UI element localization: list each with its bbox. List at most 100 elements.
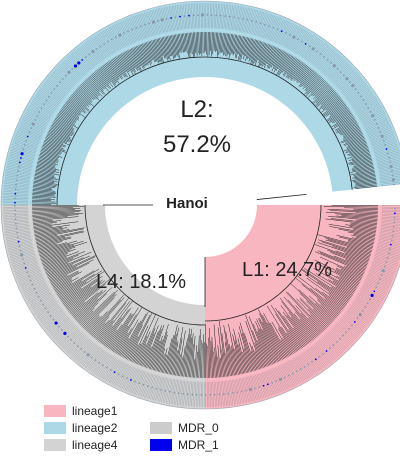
tree-branch	[208, 337, 211, 378]
tree-branch	[336, 112, 352, 123]
tree-branch	[47, 133, 67, 143]
mdr-marker	[15, 227, 18, 230]
tree-branch	[348, 157, 372, 165]
tip-label-line	[220, 3, 224, 29]
center-label: Hanoi	[166, 195, 208, 212]
tree-branch	[231, 34, 236, 54]
tree-branch	[180, 346, 186, 377]
mdr-marker	[348, 327, 350, 330]
tip-label-line	[50, 319, 70, 336]
tree-branch	[301, 284, 339, 315]
tree-branch	[280, 305, 310, 344]
tip-label-line	[363, 282, 387, 295]
tip-label-line	[58, 66, 77, 84]
tip-label-line	[27, 289, 50, 302]
mdr-marker	[392, 183, 395, 186]
mdr-marker	[380, 274, 383, 276]
tree-branch	[242, 352, 249, 373]
tip-label-line	[164, 378, 170, 403]
tip-label-line	[161, 377, 167, 403]
mdr-marker	[237, 17, 240, 19]
tip-label-line	[367, 275, 391, 286]
tree-branch	[316, 262, 359, 286]
tip-label-line	[168, 379, 174, 404]
mdr-marker	[204, 394, 207, 396]
tree-branch	[219, 321, 227, 377]
tip-label-line	[366, 276, 390, 287]
tree-branch	[230, 34, 235, 56]
tree-branch	[79, 85, 95, 101]
legend-label-lineage2: lineage2	[72, 421, 118, 435]
tip-label-line	[189, 381, 192, 407]
tip-label-line	[11, 256, 36, 265]
tip-label-line	[317, 49, 335, 69]
tree-branch	[351, 234, 375, 241]
tip-label-line	[18, 273, 43, 284]
tip-label-line	[358, 104, 381, 118]
mdr-marker	[67, 70, 71, 74]
tree-branch	[171, 341, 179, 375]
tip-label-line	[123, 366, 134, 390]
tip-label-line	[3, 219, 29, 222]
tree-branch	[275, 307, 303, 349]
mdr-marker	[213, 393, 216, 396]
tree-branch	[66, 280, 106, 310]
mdr-marker	[336, 67, 339, 70]
mdr-marker	[224, 15, 227, 17]
tree-branch	[317, 298, 339, 316]
mdr-marker	[388, 156, 390, 159]
tip-label-line	[30, 103, 53, 117]
tree-branch	[310, 314, 326, 330]
tip-label-line	[26, 287, 49, 300]
tip-label-line	[16, 268, 40, 279]
mdr-marker	[380, 134, 384, 138]
tree-branch	[301, 70, 315, 87]
tree-branch	[328, 216, 378, 222]
mdr-marker	[304, 42, 307, 45]
tree-branch	[129, 344, 139, 362]
tree-branch	[355, 181, 377, 186]
tree-branch	[244, 333, 256, 371]
tree-branch	[245, 38, 252, 61]
tip-label-line	[103, 30, 116, 53]
tree-branch	[255, 321, 274, 364]
tip-label-line	[75, 49, 92, 70]
tip-label-line	[156, 376, 163, 402]
tip-label-line	[76, 48, 93, 69]
mdr-marker	[377, 126, 380, 129]
section-label-l1: L1: 24.7%	[242, 259, 332, 281]
tree-branch	[59, 281, 87, 300]
legend-item-lineage1: lineage1	[44, 404, 117, 418]
tip-label-line	[365, 280, 388, 292]
tree-branch	[258, 42, 267, 63]
tree-branch	[168, 35, 175, 60]
mdr-marker	[134, 380, 136, 383]
tip-label-line	[197, 381, 199, 407]
tree-branch	[347, 241, 373, 249]
tree-branch	[77, 302, 99, 323]
mdr-marker	[103, 43, 106, 45]
tree-branch	[60, 271, 105, 301]
tip-label-line	[347, 309, 369, 325]
tree-branch	[65, 102, 86, 118]
tip-label-line	[237, 6, 243, 32]
tree-branch	[191, 336, 196, 378]
tree-branch	[251, 345, 260, 370]
mdr-marker	[283, 376, 286, 379]
tree-branch	[306, 77, 322, 95]
tip-label-line	[376, 248, 400, 255]
tree-branch	[94, 71, 107, 87]
tree-branch	[192, 32, 196, 57]
mdr-marker	[394, 207, 396, 210]
tree-branch	[132, 343, 142, 363]
tip-label-line	[255, 11, 263, 36]
tree-branch	[261, 44, 271, 66]
tip-label-line	[13, 260, 38, 269]
tree-branch	[233, 329, 245, 374]
tree-branch	[81, 290, 118, 327]
tree-branch	[323, 100, 344, 116]
tip-label-line	[156, 8, 163, 34]
tip-label-line	[99, 355, 113, 378]
tip-label-line	[209, 3, 211, 29]
tip-label-line	[346, 311, 367, 327]
